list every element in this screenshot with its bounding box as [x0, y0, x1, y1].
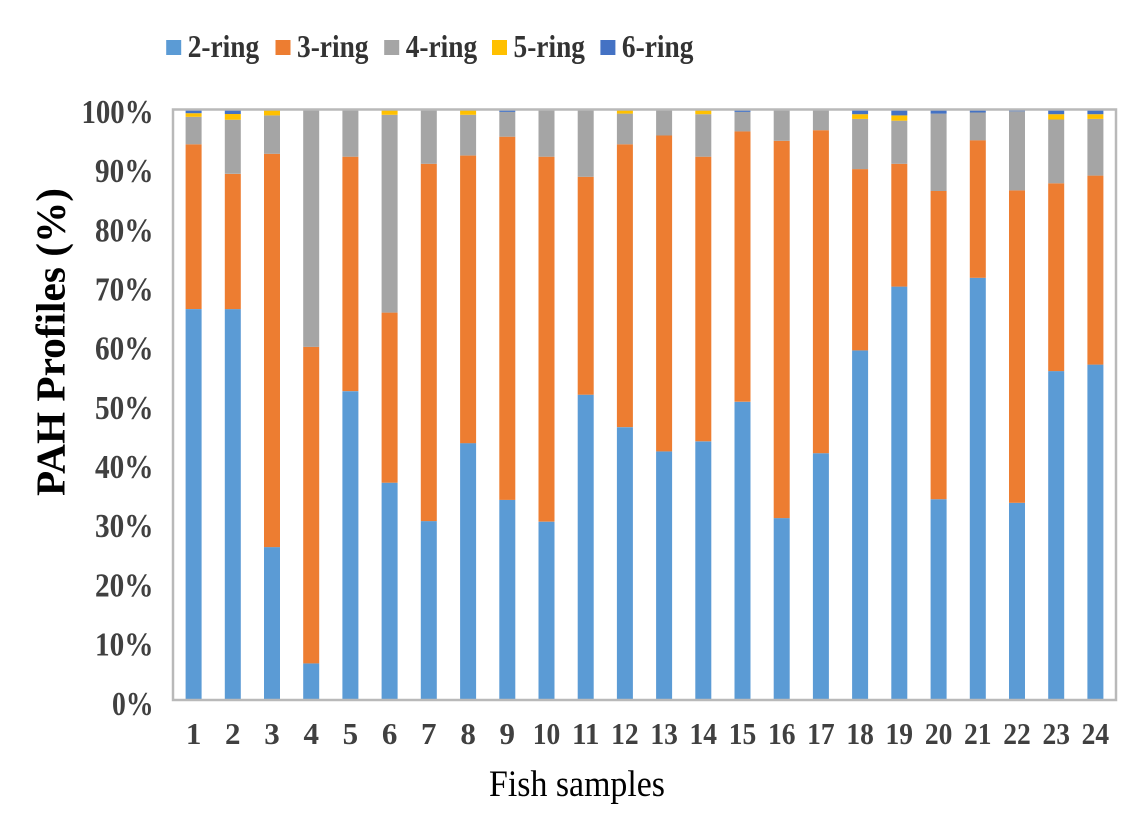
svg-text:11: 11 — [572, 716, 600, 751]
svg-text:22: 22 — [1003, 716, 1031, 751]
svg-text:16: 16 — [768, 716, 796, 751]
svg-text:20: 20 — [925, 716, 953, 751]
svg-text:90%: 90% — [95, 153, 154, 190]
svg-text:2-ring: 2-ring — [188, 29, 260, 64]
svg-text:Fish samples: Fish samples — [489, 764, 665, 805]
svg-text:24: 24 — [1082, 716, 1110, 751]
svg-text:10: 10 — [533, 716, 561, 751]
svg-text:2: 2 — [225, 716, 241, 751]
svg-text:10%: 10% — [95, 627, 154, 664]
svg-text:30%: 30% — [95, 508, 154, 545]
svg-text:100%: 100% — [82, 94, 154, 131]
svg-text:8: 8 — [460, 716, 476, 751]
svg-text:12: 12 — [611, 716, 639, 751]
svg-text:1: 1 — [186, 716, 202, 751]
svg-text:0%: 0% — [112, 686, 154, 723]
svg-text:40%: 40% — [95, 449, 154, 486]
svg-text:5-ring: 5-ring — [514, 29, 586, 64]
svg-text:17: 17 — [807, 716, 835, 751]
svg-text:13: 13 — [650, 716, 678, 751]
svg-text:3-ring: 3-ring — [297, 29, 369, 64]
svg-text:70%: 70% — [95, 272, 154, 309]
svg-text:23: 23 — [1042, 716, 1070, 751]
svg-text:80%: 80% — [95, 212, 154, 249]
svg-text:50%: 50% — [95, 390, 154, 427]
svg-text:6: 6 — [382, 716, 398, 751]
svg-text:7: 7 — [421, 716, 437, 751]
svg-text:18: 18 — [846, 716, 874, 751]
svg-text:5: 5 — [343, 716, 359, 751]
svg-text:4-ring: 4-ring — [406, 29, 478, 64]
svg-text:4: 4 — [303, 716, 319, 751]
svg-text:PAH Profiles (%): PAH Profiles (%) — [28, 188, 74, 496]
svg-text:15: 15 — [729, 716, 757, 751]
svg-text:14: 14 — [690, 716, 718, 751]
svg-text:6-ring: 6-ring — [622, 29, 694, 64]
svg-text:19: 19 — [886, 716, 914, 751]
svg-text:20%: 20% — [95, 567, 154, 604]
svg-text:9: 9 — [500, 716, 516, 751]
svg-text:21: 21 — [964, 716, 992, 751]
svg-text:3: 3 — [264, 716, 280, 751]
svg-text:60%: 60% — [95, 331, 154, 368]
